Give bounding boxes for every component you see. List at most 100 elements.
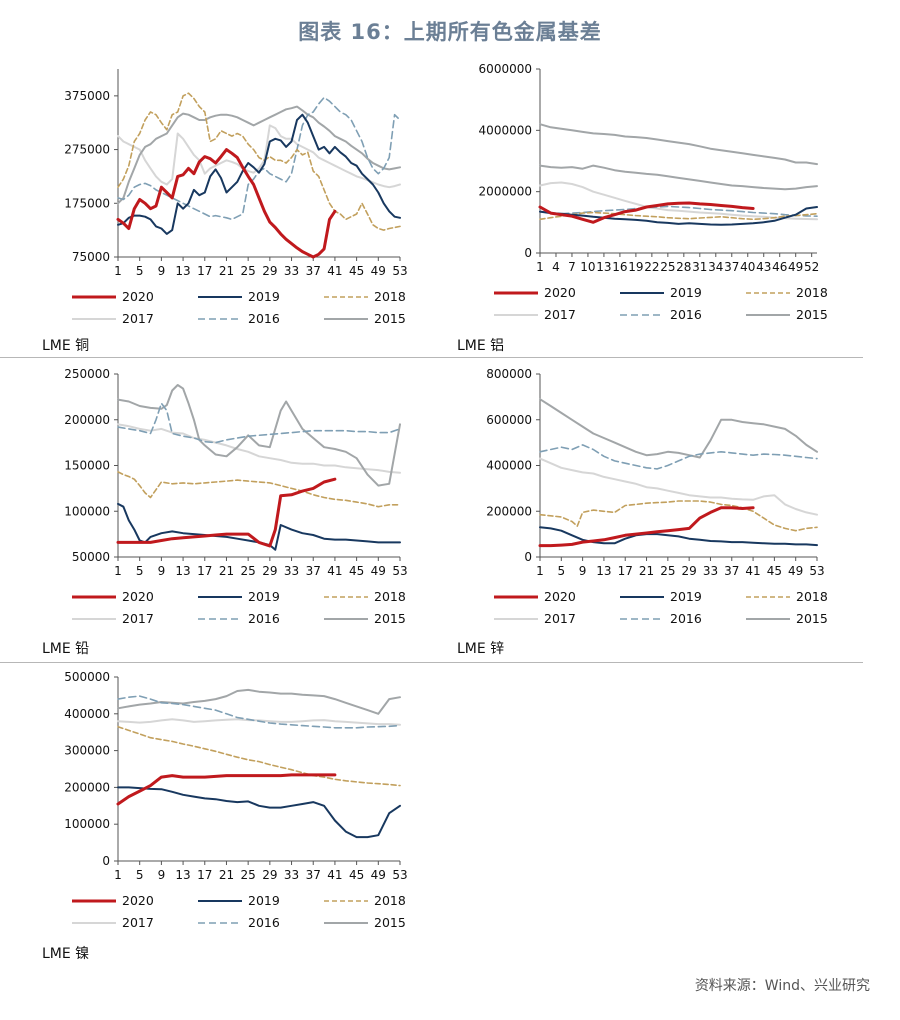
x-tick-label: 1 [114, 264, 122, 278]
legend-label-2018: 2018 [374, 893, 406, 908]
series-line-2016 [539, 205, 818, 217]
series-line-2017 [539, 457, 818, 516]
chart-copper: 75000 175000 275000 375000 1 5 9 13 17 21 25 29 33 37… [0, 55, 440, 355]
legend-label-2016: 2016 [248, 311, 280, 326]
row-separator [0, 662, 863, 663]
y-tick-label: 150000 [64, 459, 110, 473]
x-tick-label: 29 [262, 264, 277, 278]
x-tick-label: 25 [660, 564, 675, 578]
y-tick-label: 100000 [64, 504, 110, 518]
x-tick-label: 37 [306, 264, 321, 278]
series-line-2020 [116, 477, 337, 548]
series-line-2015 [539, 123, 818, 166]
x-tick-label: 49 [371, 868, 386, 882]
x-tick-label: 5 [136, 264, 144, 278]
x-tick-label: 53 [392, 264, 407, 278]
x-tick-label: 41 [327, 868, 342, 882]
x-tick-label: 34 [708, 260, 723, 274]
y-tick-label: 800000 [486, 367, 532, 381]
chart-copper-label: LME 铜 [42, 338, 90, 354]
y-tick-label: 200000 [64, 780, 110, 794]
y-tick-label: 375000 [64, 89, 110, 103]
legend-label-2016: 2016 [670, 611, 702, 626]
legend-label-2018: 2018 [796, 589, 828, 604]
x-tick-label: 43 [756, 260, 771, 274]
row-separator [0, 357, 863, 358]
legend-label-2020: 2020 [544, 589, 576, 604]
series-line-2017 [117, 423, 401, 474]
y-tick-label: 0 [102, 854, 110, 868]
series-line-2015 [539, 398, 818, 459]
x-tick-label: 1 [536, 564, 544, 578]
y-tick-label: 500000 [64, 670, 110, 684]
x-tick-label: 41 [327, 564, 342, 578]
series-line-2020 [116, 773, 337, 806]
x-tick-label: 13 [596, 260, 611, 274]
y-tick-label: 200000 [486, 504, 532, 518]
x-tick-label: 21 [219, 264, 234, 278]
legend-label-2017: 2017 [122, 311, 154, 326]
series-line-2015 [539, 164, 818, 191]
x-tick-label: 49 [371, 564, 386, 578]
x-tick-label: 53 [392, 564, 407, 578]
chart-zinc-label: LME 锌 [457, 641, 505, 657]
legend-label-2017: 2017 [544, 611, 576, 626]
x-tick-label: 13 [175, 264, 190, 278]
legend-label-2020: 2020 [544, 285, 576, 300]
legend-label-2017: 2017 [122, 915, 154, 930]
x-tick-label: 46 [772, 260, 787, 274]
x-tick-label: 49 [788, 260, 803, 274]
legend-label-2020: 2020 [122, 289, 154, 304]
x-tick-label: 37 [306, 868, 321, 882]
legend-label-2019: 2019 [248, 289, 280, 304]
legend-label-2015: 2015 [796, 611, 828, 626]
y-tick-label: 275000 [64, 143, 110, 157]
legend-label-2019: 2019 [670, 285, 702, 300]
y-tick-label: 50000 [72, 550, 110, 564]
x-tick-label: 49 [371, 264, 386, 278]
x-tick-label: 33 [284, 564, 299, 578]
series-line-2016 [117, 695, 401, 729]
legend-label-2018: 2018 [374, 589, 406, 604]
x-tick-label: 21 [639, 564, 654, 578]
x-tick-label: 40 [740, 260, 755, 274]
legend-label-2019: 2019 [670, 589, 702, 604]
x-tick-label: 33 [284, 264, 299, 278]
legend-label-2018: 2018 [796, 285, 828, 300]
legend-label-2019: 2019 [248, 589, 280, 604]
x-tick-label: 9 [158, 868, 166, 882]
x-tick-label: 17 [197, 868, 212, 882]
x-tick-label: 53 [809, 564, 824, 578]
x-tick-label: 16 [612, 260, 627, 274]
x-tick-label: 33 [703, 564, 718, 578]
series-line-2017 [117, 124, 401, 189]
x-tick-label: 29 [262, 564, 277, 578]
x-tick-label: 52 [804, 260, 819, 274]
x-tick-label: 9 [579, 564, 587, 578]
series-line-2019 [539, 206, 818, 226]
x-tick-label: 5 [136, 564, 144, 578]
legend-label-2017: 2017 [544, 307, 576, 322]
source-note: 资料来源：Wind、兴业研究 [694, 978, 870, 994]
x-tick-label: 4 [552, 260, 560, 274]
x-tick-label: 9 [158, 564, 166, 578]
chart-nickel: 0 100000 200000 300000 400000 500000 1 5 9 13 17 21… [0, 665, 440, 970]
series-line-2015 [117, 384, 401, 487]
y-tick-label: 75000 [72, 250, 110, 264]
x-tick-label: 29 [682, 564, 697, 578]
x-tick-label: 28 [676, 260, 691, 274]
series-line-2018 [539, 500, 818, 532]
x-tick-label: 21 [219, 868, 234, 882]
chart-aluminium: 0 2000000 4000000 6000000 1 4 7 10 13 16 19 22 25 28 3… [440, 55, 880, 355]
legend-label-2016: 2016 [670, 307, 702, 322]
y-tick-label: 0 [524, 246, 532, 260]
chart-lead-label: LME 铅 [42, 641, 90, 657]
x-tick-label: 5 [557, 564, 565, 578]
page-title: 图表 16：上期所有色金属基差 [298, 20, 602, 44]
x-tick-label: 19 [628, 260, 643, 274]
series-line-2017 [117, 718, 401, 726]
x-tick-label: 31 [692, 260, 707, 274]
x-tick-label: 25 [241, 564, 256, 578]
x-tick-label: 1 [536, 260, 544, 274]
